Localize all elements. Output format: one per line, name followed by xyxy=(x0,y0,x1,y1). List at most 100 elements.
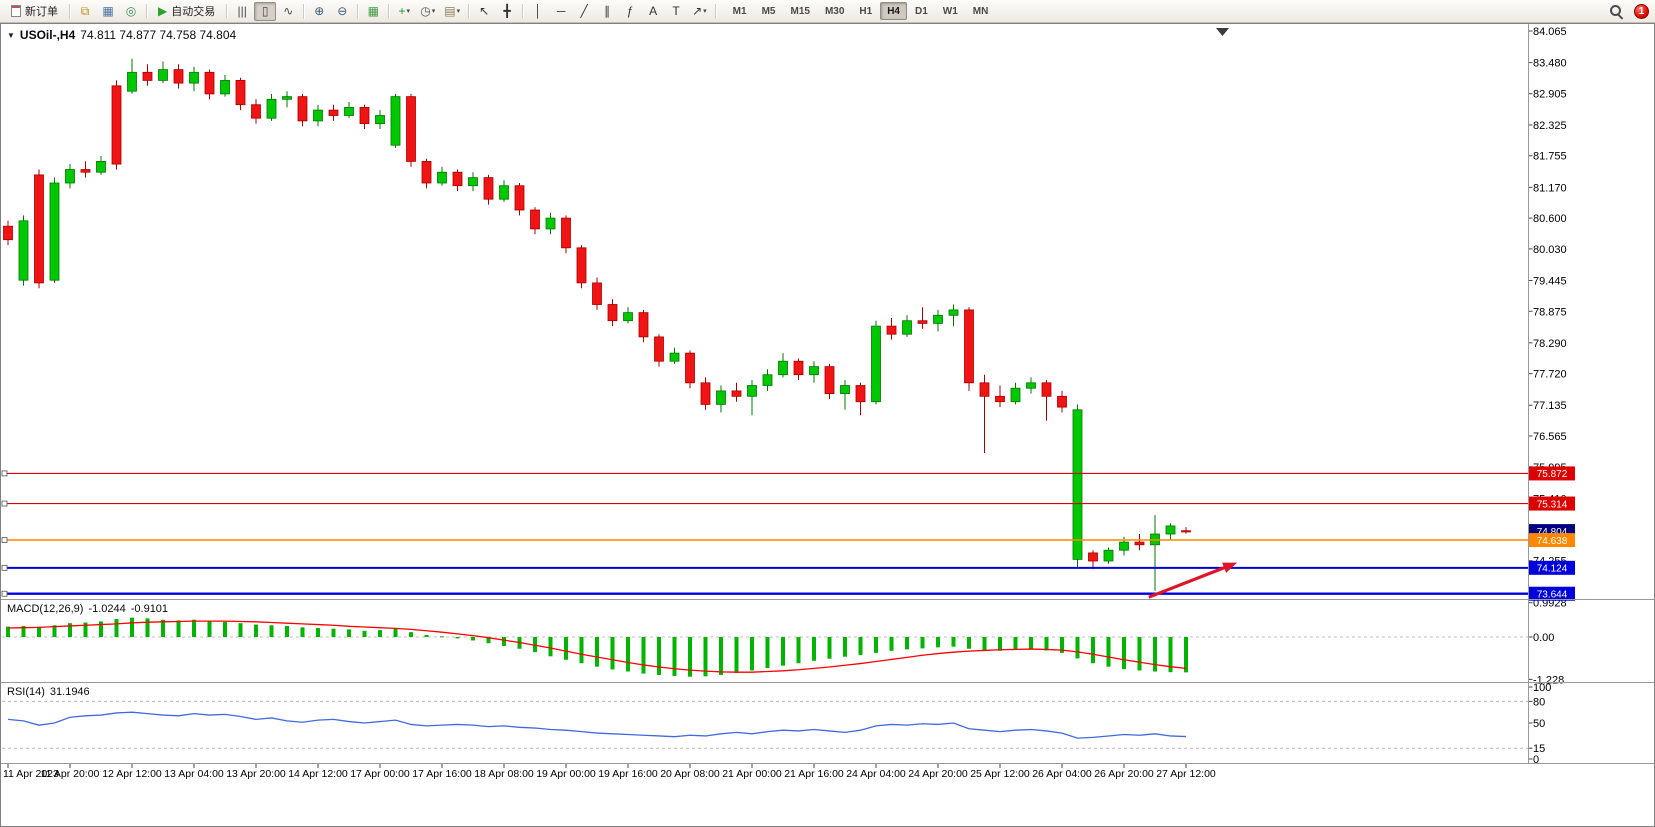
tile-group: ▦ xyxy=(362,2,384,21)
svg-text:21 Apr 00:00: 21 Apr 00:00 xyxy=(722,768,782,780)
price-axis-badge xyxy=(1529,466,1575,481)
fibonacci-button[interactable]: ƒ xyxy=(619,2,641,21)
toolbar-separator xyxy=(69,3,70,19)
price-axis-badge xyxy=(1529,586,1575,601)
rsi-panel: 100 80 50 150 xyxy=(2,682,1551,766)
indicators-icon: + xyxy=(398,4,406,18)
timeframe-mn[interactable]: MN xyxy=(966,2,996,20)
panel-separators[interactable] xyxy=(0,23,1655,764)
arrows-icon: ↗ xyxy=(692,4,703,18)
svg-text:25 Apr 12:00: 25 Apr 12:00 xyxy=(970,768,1030,780)
svg-text:73.644: 73.644 xyxy=(1537,590,1568,601)
profiles-button[interactable]: ▦ xyxy=(97,2,119,21)
search-icon[interactable] xyxy=(1609,4,1624,19)
svg-text:17 Apr 16:00: 17 Apr 16:00 xyxy=(412,768,472,780)
text-label-icon: T xyxy=(672,4,680,18)
line-handle[interactable] xyxy=(1,470,8,477)
timeframe-d1[interactable]: D1 xyxy=(908,2,935,20)
toolbar-separator xyxy=(714,3,716,19)
chart-canvas[interactable]: 84.065 83.480 82.905 82.325 81.755 81.170 80.6… xyxy=(0,23,1655,827)
line-handle[interactable] xyxy=(1,500,8,507)
zoom-out-icon: ⊖ xyxy=(337,4,348,18)
terminal-icon: ◎ xyxy=(125,4,137,18)
svg-text:26 Apr 04:00: 26 Apr 04:00 xyxy=(1032,768,1092,780)
zoom-out-button[interactable]: ⊖ xyxy=(331,2,353,21)
timeframe-w1[interactable]: W1 xyxy=(936,2,965,20)
svg-text:79.445: 79.445 xyxy=(1533,275,1567,287)
equidistant-channel-button[interactable]: ∥ xyxy=(596,2,618,21)
svg-text:80.030: 80.030 xyxy=(1533,244,1567,256)
vertical-line-button[interactable]: │ xyxy=(527,2,549,21)
new-order-button[interactable]: 新订单 xyxy=(4,2,65,21)
line-handle[interactable] xyxy=(1,564,8,571)
candlestick-chart-button[interactable]: ▯ xyxy=(254,1,277,21)
cursor-button[interactable]: ↖ xyxy=(473,2,495,21)
svg-text:80.600: 80.600 xyxy=(1533,213,1567,225)
price-axis: 84.065 83.480 82.905 82.325 81.755 81.170 80.6… xyxy=(1528,26,1567,599)
indicators-dropdown-arrow: ▾ xyxy=(406,8,410,15)
notification-badge[interactable]: 1 xyxy=(1634,3,1649,19)
toolbar: 新订单 ⧉ ▦ ◎ ▶ 自动交易 ||| ▯ ∿ ⊕ ⊖ ▦ + ▾ ◷ ▾ ▤ ▾ ↖ ╋ │ ─ ╱ ∥… xyxy=(0,0,1655,23)
crosshair-icon: ╋ xyxy=(503,4,511,18)
horizontal-line-button[interactable]: ─ xyxy=(550,2,572,21)
svg-text:76.565: 76.565 xyxy=(1533,431,1567,443)
bar-chart-icon: ||| xyxy=(237,4,247,18)
arrows-button[interactable]: ↗ ▾ xyxy=(688,2,711,21)
svg-text:81.170: 81.170 xyxy=(1533,182,1567,194)
svg-text:17 Apr 00:00: 17 Apr 00:00 xyxy=(350,768,410,780)
svg-text:0.9928: 0.9928 xyxy=(1533,598,1567,610)
templates-button[interactable]: ▤ ▾ xyxy=(440,2,464,21)
svg-text:27 Apr 12:00: 27 Apr 12:00 xyxy=(1156,768,1216,780)
horizontal-line-icon: ─ xyxy=(556,4,566,18)
chart-shift-marker[interactable] xyxy=(1216,28,1229,36)
macd-signal-line xyxy=(7,620,1187,673)
trend-arrow-annotation[interactable] xyxy=(1148,562,1238,599)
periods-dropdown-arrow: ▾ xyxy=(431,8,436,15)
toolbar-separator xyxy=(303,3,305,19)
charts-button[interactable]: ⧉ xyxy=(74,2,96,21)
crosshair-button[interactable]: ╋ xyxy=(496,2,518,21)
chart-window[interactable]: 84.065 83.480 82.905 82.325 81.755 81.170 80.6… xyxy=(0,23,1655,827)
terminal-button[interactable]: ◎ xyxy=(120,2,142,21)
tile-windows-icon: ▦ xyxy=(367,4,379,18)
arrows-dropdown-arrow: ▾ xyxy=(703,8,707,15)
svg-text:0: 0 xyxy=(1533,754,1539,766)
timeframe-m15[interactable]: M15 xyxy=(783,2,816,20)
rsi-line xyxy=(7,711,1187,739)
timeframe-h1[interactable]: H1 xyxy=(852,2,879,20)
trendline-button[interactable]: ╱ xyxy=(573,2,595,21)
svg-text:82.905: 82.905 xyxy=(1533,89,1567,101)
autotrading-button[interactable]: ▶ 自动交易 xyxy=(151,2,222,21)
tile-windows-button[interactable]: ▦ xyxy=(362,2,384,21)
toolbar-separator xyxy=(388,3,390,19)
zoom-in-button[interactable]: ⊕ xyxy=(308,2,330,21)
timeframe-m1[interactable]: M1 xyxy=(726,2,754,20)
timeframe-m30[interactable]: M30 xyxy=(818,2,851,20)
svg-text:24 Apr 20:00: 24 Apr 20:00 xyxy=(908,768,968,780)
indicators-button[interactable]: + ▾ xyxy=(393,2,415,21)
charts-icon: ⧉ xyxy=(80,4,90,18)
line-handle[interactable] xyxy=(1,537,8,543)
svg-text:13 Apr 20:00: 13 Apr 20:00 xyxy=(226,768,286,780)
svg-text:78.875: 78.875 xyxy=(1533,306,1567,318)
svg-text:75.872: 75.872 xyxy=(1537,469,1568,480)
line-chart-button[interactable]: ∿ xyxy=(277,2,299,21)
macd-panel: 0.9928 0.00 -1.228 xyxy=(2,598,1567,686)
timeframe-m5[interactable]: M5 xyxy=(755,2,783,20)
one-click-trading-arrow[interactable]: ▼ xyxy=(7,30,15,40)
svg-text:14 Apr 12:00: 14 Apr 12:00 xyxy=(288,768,348,780)
text-button[interactable]: A xyxy=(642,2,664,21)
chart-frame xyxy=(0,23,1655,827)
toolbar-separator xyxy=(468,3,470,19)
svg-text:11 Apr 20:00: 11 Apr 20:00 xyxy=(41,768,100,780)
bar-chart-button[interactable]: ||| xyxy=(231,2,253,21)
timeframe-h4[interactable]: H4 xyxy=(880,2,907,20)
line-handle[interactable] xyxy=(1,590,8,597)
cursor-icon: ↖ xyxy=(479,4,490,18)
text-label-button[interactable]: T xyxy=(665,2,687,21)
periods-button[interactable]: ◷ ▾ xyxy=(416,2,439,21)
svg-text:83.480: 83.480 xyxy=(1533,58,1567,70)
svg-text:74.124: 74.124 xyxy=(1537,564,1568,575)
svg-text:75.314: 75.314 xyxy=(1537,499,1568,510)
